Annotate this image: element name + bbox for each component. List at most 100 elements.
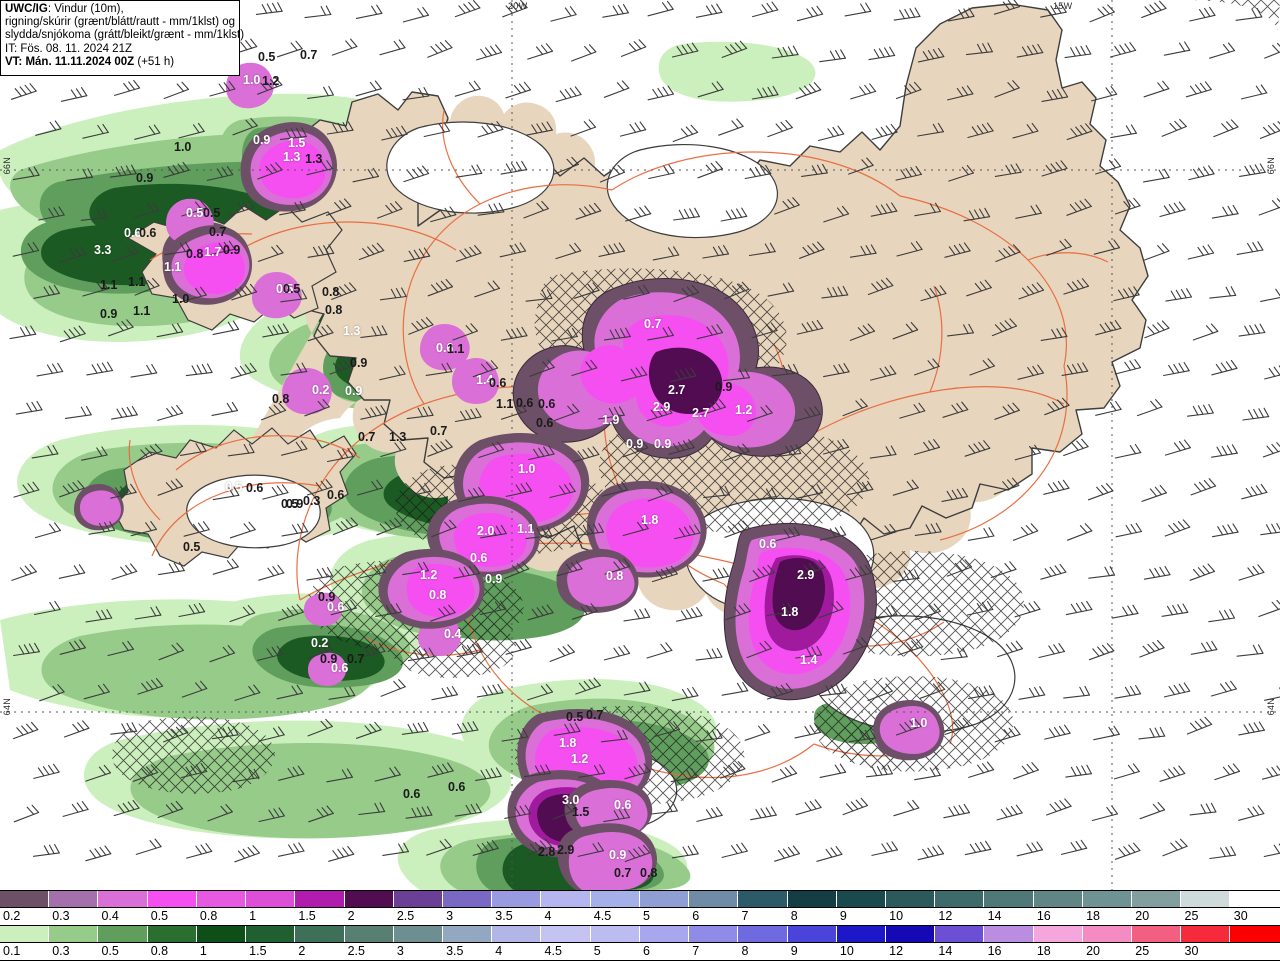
colorbar-segment[interactable] <box>197 926 246 942</box>
colorbar-tick-label: 20 <box>1135 908 1149 924</box>
colorbar-segment[interactable] <box>148 926 197 942</box>
colorbar-tick-label: 0.8 <box>200 908 217 924</box>
colorbar-segment[interactable] <box>984 891 1033 907</box>
info-line-valid-time: VT: Mán. 11.11.2024 00Z (+51 h) <box>5 56 235 69</box>
colorbar-segment[interactable] <box>394 891 443 907</box>
precip-value-label: 1.2 <box>571 752 588 766</box>
precip-value-label: 0.7 <box>300 48 317 62</box>
precip-value-label: 1.3 <box>305 152 322 166</box>
colorbar-segment[interactable] <box>443 891 492 907</box>
colorbar-segment[interactable] <box>1083 891 1132 907</box>
precip-value-label: 0.5 <box>566 710 583 724</box>
precip-value-label: 0.6 <box>327 600 344 614</box>
colorbar-segment[interactable] <box>591 891 640 907</box>
colorbar-segment[interactable] <box>295 891 344 907</box>
colorbar-segment[interactable] <box>886 926 935 942</box>
colorbar-tick-label: 30 <box>1185 943 1199 959</box>
colorbar-tick-label: 14 <box>938 943 952 959</box>
precip-value-label: 2.9 <box>797 568 814 582</box>
vt-leadtime: (+51 h) <box>137 56 174 68</box>
colorbar-segment[interactable] <box>345 926 394 942</box>
colorbar-segment[interactable] <box>1132 891 1181 907</box>
colorbar-segment[interactable] <box>148 891 197 907</box>
colorbar-segment[interactable] <box>49 891 98 907</box>
colorbar-segment[interactable] <box>98 926 147 942</box>
colorbar-segment[interactable] <box>295 926 344 942</box>
colorbar-segment[interactable] <box>640 926 689 942</box>
colorbar-segment[interactable] <box>738 891 787 907</box>
colorbar-segment[interactable] <box>788 891 837 907</box>
colorbar-tick-label: 1.5 <box>249 943 266 959</box>
colorbar-segment[interactable] <box>394 926 443 942</box>
precip-value-label: 0.8 <box>322 285 339 299</box>
precip-value-label: 0.9 <box>654 437 671 451</box>
precip-value-label: 0.5 <box>258 50 275 64</box>
precip-value-label: 1.8 <box>559 736 576 750</box>
colorbar-segment[interactable] <box>246 891 295 907</box>
info-line-2: rigning/skúrir (grænt/blátt/rautt - mm/1… <box>5 16 235 29</box>
colorbar-tick-label: 4.5 <box>594 908 611 924</box>
colorbar-tick-label: 3.5 <box>495 908 512 924</box>
colorbar-segment[interactable] <box>935 926 984 942</box>
colorbar-tick-label: 5 <box>594 943 601 959</box>
sleet-snow-colorbar[interactable] <box>0 890 1280 908</box>
colorbar-segment[interactable] <box>1181 891 1230 907</box>
colorbar-tick-label: 0.5 <box>101 943 118 959</box>
colorbar-tick-label: 10 <box>889 908 903 924</box>
latitude-label: 64N <box>2 698 12 715</box>
rain-shower-colorbar[interactable] <box>0 925 1280 943</box>
colorbar-segment[interactable] <box>1230 891 1279 907</box>
precip-value-label: 0.6 <box>470 551 487 565</box>
colorbar-segment[interactable] <box>0 891 49 907</box>
colorbar-tick-label: 7 <box>741 908 748 924</box>
colorbar-segment[interactable] <box>738 926 787 942</box>
info-line-1: UWC/IG: Vindur (10m), <box>5 3 235 16</box>
precip-value-label: 0.2 <box>311 636 328 650</box>
colorbar-segment[interactable] <box>689 891 738 907</box>
colorbar-segment[interactable] <box>1132 926 1181 942</box>
colorbar-tick-label: 12 <box>889 943 903 959</box>
colorbar-tick-label: 20 <box>1086 943 1100 959</box>
colorbar-segment[interactable] <box>246 926 295 942</box>
precip-value-label: 0.6 <box>139 226 156 240</box>
colorbar-segment[interactable] <box>197 891 246 907</box>
colorbar-tick-label: 2 <box>348 908 355 924</box>
precip-value-label: 0.8 <box>606 569 623 583</box>
precip-value-label: 0.3 <box>303 494 320 508</box>
colorbar-segment[interactable] <box>492 891 541 907</box>
colorbar-segment[interactable] <box>935 891 984 907</box>
colorbar-segment[interactable] <box>984 926 1033 942</box>
colorbar-segment[interactable] <box>788 926 837 942</box>
colorbar-segment[interactable] <box>1230 926 1279 942</box>
colorbar-segment[interactable] <box>837 891 886 907</box>
colorbar-segment[interactable] <box>689 926 738 942</box>
colorbar-segment[interactable] <box>1181 926 1230 942</box>
precip-value-label: 1.2 <box>420 568 437 582</box>
colorbar-segment[interactable] <box>886 891 935 907</box>
colorbar-tick-label: 3 <box>446 908 453 924</box>
colorbar-segment[interactable] <box>345 891 394 907</box>
colorbar-segment[interactable] <box>541 891 590 907</box>
colorbar-segment[interactable] <box>1034 891 1083 907</box>
colorbar-segment[interactable] <box>443 926 492 942</box>
precip-value-label: 0.9 <box>626 437 643 451</box>
precip-value-label: 0.9 <box>286 497 303 511</box>
colorbar-segment[interactable] <box>837 926 886 942</box>
precip-value-label: 0.8 <box>325 303 342 317</box>
colorbar-segment[interactable] <box>1034 926 1083 942</box>
colorbar-segment[interactable] <box>1083 926 1132 942</box>
colorbar-segment[interactable] <box>591 926 640 942</box>
colorbar-segment[interactable] <box>49 926 98 942</box>
colorbar-segment[interactable] <box>98 891 147 907</box>
longitude-label: 20W <box>508 1 527 11</box>
colorbar-segment[interactable] <box>541 926 590 942</box>
colorbar-segment[interactable] <box>492 926 541 942</box>
colorbar-tick-label: 14 <box>988 908 1002 924</box>
colorbar-tick-label: 9 <box>840 908 847 924</box>
colorbar-segment[interactable] <box>640 891 689 907</box>
colorbar-segment[interactable] <box>0 926 49 942</box>
colorbar-tick-label: 3.5 <box>446 943 463 959</box>
